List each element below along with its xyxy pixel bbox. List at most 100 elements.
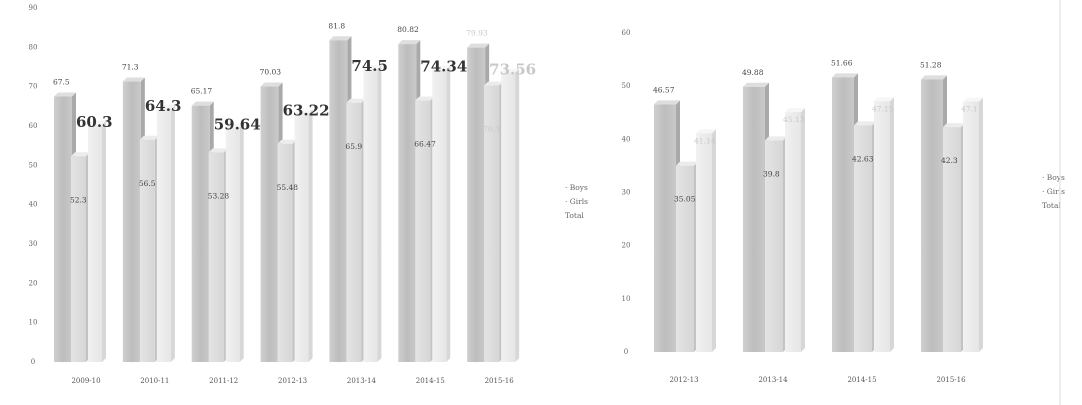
bar-top [785, 108, 805, 113]
legend-entry-boys: · Boys [565, 183, 588, 192]
y-tick-label: 40 [29, 201, 38, 209]
bar-front [943, 127, 961, 352]
bar-top [743, 82, 769, 87]
value-label-boys: 51.28 [920, 60, 942, 69]
bar-girls-2012-13 [277, 139, 297, 362]
bar-top [943, 123, 965, 128]
y-tick-label: 60 [622, 29, 631, 37]
x-tick-label: 2011-12 [209, 377, 238, 385]
y-tick-label: 50 [622, 82, 631, 90]
value-label-boys: 65.17 [191, 87, 213, 96]
bar-front [963, 101, 979, 353]
y-tick-label: 20 [622, 242, 631, 250]
legend-entry-girls: · Girls [1042, 187, 1065, 196]
x-tick-label: 2013-14 [758, 376, 788, 384]
chart-left: 0 10 20 30 40 50 60 70 80 90 67.5 52.3 60.3 2009-10 71… [29, 4, 589, 385]
bar-side [446, 65, 451, 362]
bar-side [308, 109, 313, 363]
bar-front [676, 165, 694, 352]
bar-side [801, 108, 805, 352]
value-label-total: 45.13 [783, 115, 805, 124]
value-label-total: 47.15 [872, 104, 894, 113]
legend-entry-total: Total [565, 211, 584, 220]
value-label-girls: 42.63 [852, 154, 874, 163]
bar-front [260, 86, 279, 362]
bar-front [122, 81, 141, 362]
bar-top [696, 129, 716, 134]
value-label-total: 63.22 [283, 101, 330, 119]
x-tick-label: 2015-16 [936, 376, 966, 384]
value-label-girls: 70.3 [483, 124, 500, 133]
value-label-boys: 46.57 [653, 85, 675, 94]
bar-front [854, 125, 872, 353]
value-label-girls: 66.47 [414, 140, 436, 149]
bar-girls-2009-10 [71, 152, 90, 362]
y-tick-label: 0 [31, 358, 35, 366]
bar-top [467, 43, 490, 48]
bar-side [712, 129, 716, 352]
y-tick-label: 70 [29, 83, 38, 91]
legend-entry-boys: · Boys [1042, 173, 1065, 182]
y-tick-label: 80 [29, 43, 38, 51]
bar-front [398, 44, 417, 362]
bar-top [208, 148, 228, 153]
bar-top [260, 82, 283, 87]
bar-side [890, 97, 894, 352]
bar-girls-2012-13 [676, 161, 698, 352]
x-tick-label: 2012-13 [278, 377, 307, 385]
value-label-boys: 49.88 [742, 68, 764, 77]
x-tick-label: 2013-14 [347, 377, 377, 385]
bar-top [415, 96, 435, 101]
bar-front [654, 104, 676, 352]
bar-top [88, 120, 106, 125]
value-label-boys: 71.3 [122, 63, 139, 72]
bar-front [921, 79, 943, 353]
value-label-boys: 51.66 [831, 58, 853, 67]
bar-top [346, 98, 366, 103]
bar-front [54, 96, 72, 362]
bar-front [329, 40, 348, 363]
bar-total-2015-16 [501, 68, 520, 362]
value-label-total: 74.34 [420, 58, 467, 76]
bar-girls-2011-12 [208, 148, 228, 362]
bar-top [156, 105, 175, 110]
value-label-total: 73.56 [489, 61, 536, 79]
bar-top [277, 139, 297, 144]
bar-front [467, 47, 486, 362]
bar-front [156, 109, 171, 362]
bar-top [874, 97, 894, 102]
bar-front [139, 139, 155, 362]
bar-side [239, 123, 244, 362]
x-tick-label: 2014-15 [416, 377, 445, 385]
bar-top [54, 92, 76, 97]
bar-top [765, 136, 787, 141]
value-label-boys: 67.5 [53, 78, 70, 87]
bar-top [71, 152, 90, 157]
bar-top [191, 101, 214, 106]
bar-front [432, 69, 447, 362]
x-tick-label: 2010-11 [140, 377, 169, 385]
bar-side [102, 120, 106, 362]
value-label-boys: 70.03 [260, 68, 282, 77]
value-label-total: 59.64 [214, 115, 261, 133]
value-label-total: 60.3 [76, 113, 113, 131]
bar-front [832, 77, 854, 352]
x-tick-label: 2012-13 [669, 376, 698, 384]
bar-total-2013-14 [363, 64, 382, 362]
y-tick-label: 10 [622, 295, 631, 303]
legend-entry-total: Total [1042, 201, 1061, 210]
y-tick-label: 90 [29, 4, 38, 12]
bar-total-2011-12 [225, 123, 244, 362]
bar-front [294, 113, 309, 363]
value-label-total: 41.14 [694, 136, 716, 145]
value-label-boys: 79.93 [466, 29, 488, 38]
bar-front [71, 156, 86, 362]
y-tick-label: 60 [29, 122, 38, 130]
bar-top [963, 97, 983, 102]
bar-top [832, 73, 858, 78]
bar-front [191, 105, 210, 362]
y-tick-label: 50 [29, 161, 38, 169]
value-label-girls: 52.3 [70, 195, 87, 204]
bar-front [208, 152, 224, 362]
x-tick-label: 2015-16 [485, 377, 515, 385]
